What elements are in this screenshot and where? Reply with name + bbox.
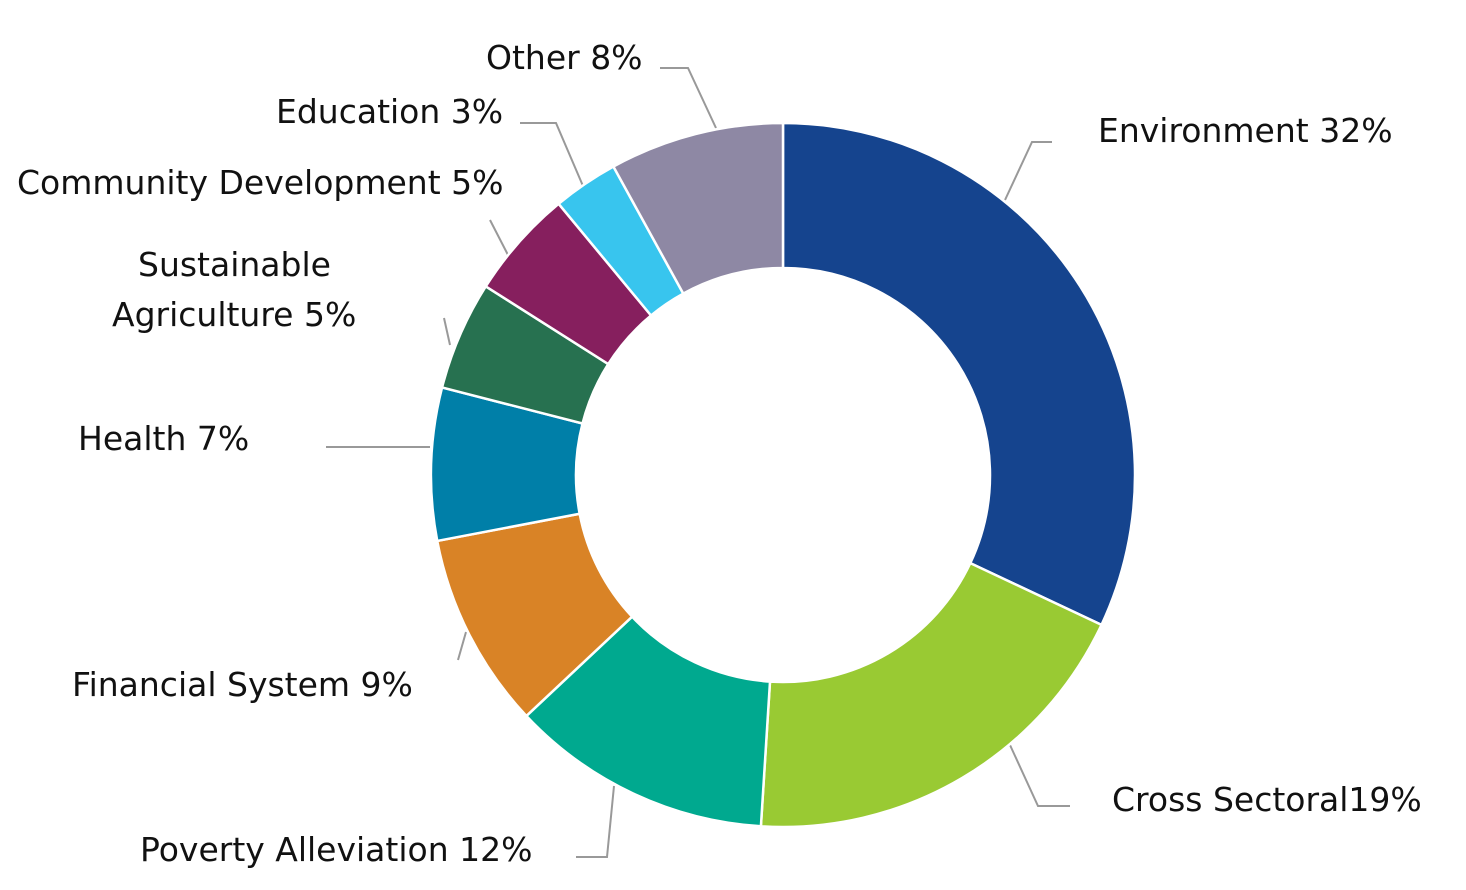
label-sustainable-agriculture-line1: Sustainable [138,245,331,284]
label-health: Health 7% [78,419,250,458]
label-cross-sectoral: Cross Sectoral19% [1112,780,1422,819]
leader-line-6 [489,219,509,256]
label-other: Other 8% [486,38,643,77]
label-education: Education 3% [276,92,504,131]
leader-line-3 [457,631,467,661]
leader-line-7 [520,122,584,187]
leader-line-1 [1009,744,1070,807]
slice-other [611,121,785,296]
label-community-development: Community Development 5% [17,163,504,202]
leader-line-0 [1004,141,1052,201]
leader-line-5 [443,317,451,346]
leader-line-2 [576,785,615,858]
label-sustainable-agriculture-line2: Agriculture 5% [112,295,357,334]
label-environment: Environment 32% [1098,111,1393,150]
label-financial-system: Financial System 9% [72,665,413,704]
label-poverty-alleviation: Poverty Alleviation 12% [140,830,533,869]
slice-environment [781,121,1137,627]
slice-cross-sectoral [759,561,1104,829]
leader-line-8 [660,67,717,129]
